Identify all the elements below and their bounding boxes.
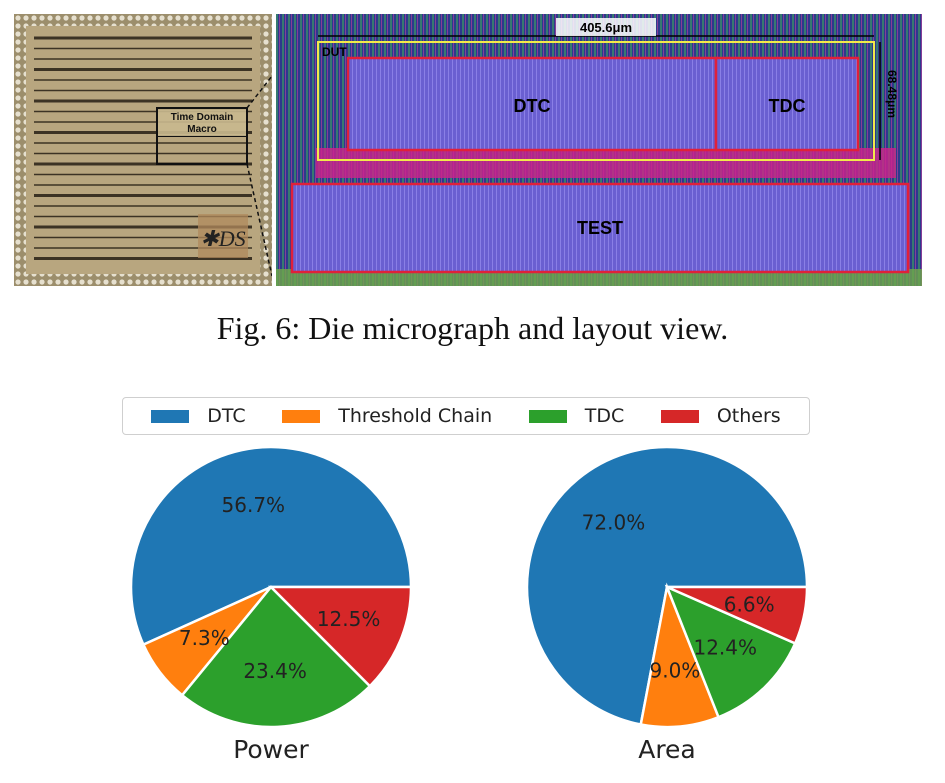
lab-logo: ✱DS [198,214,248,258]
macro-label-line2: Macro [187,124,216,135]
tdc-block-label: TDC [769,96,806,116]
legend-entry: TDC [528,405,625,427]
dtc-block-label: DTC [514,96,551,116]
pie-value-label: 6.6% [724,592,775,616]
die-micrograph: Time Domain Macro ✱DS [14,14,272,286]
svg-text:✱DS: ✱DS [200,226,245,251]
pie-slice-tdc [180,585,372,729]
macro-label-line1: Time Domain [171,112,234,123]
pie-slice-others [666,585,809,646]
pie-value-label: 7.3% [179,626,230,650]
legend-swatch-dtc [151,409,190,423]
power-pie-chart: 56.7% 7.3% 23.4% 12.5% Power [129,445,413,764]
legend-entry: Threshold Chain [282,405,492,427]
legend-label: TDC [584,405,625,427]
chart-legend: DTC Threshold Chain TDC Others [122,397,810,435]
legend-label: Threshold Chain [338,405,493,427]
pie-value-label: 56.7% [222,493,286,517]
tdc-block [714,56,860,152]
pie-value-label: 12.5% [317,607,381,631]
pie-value-label: 12.4% [693,636,757,660]
width-label: 405.6μm [580,20,632,35]
legend-label: DTC [207,405,246,427]
pie-slice-threshold-chain [639,582,721,729]
height-label: 68.48μm [885,70,899,118]
dut-label: DUT [322,45,347,59]
pie-charts: 56.7% 7.3% 23.4% 12.5% Power 72.0% 9.0%12.4% 6… [129,445,809,764]
pie-slice-tdc [664,584,797,719]
legend-label: Others [716,405,781,427]
legend-swatch-threshold-chain [282,409,321,423]
pie-value-label: 72.0% [582,510,646,534]
pie-title: Power [233,735,309,764]
legend-entry: DTC [151,405,246,427]
legend-swatch-tdc [528,409,567,423]
pie-slice-others [267,585,413,688]
pie-value-label: 23.4% [243,659,307,683]
layout-view: DUT 405.6μm 68.48μm DTC TDC TEST [276,14,922,286]
dut-boundary [317,41,875,161]
legend-entry: Others [660,405,781,427]
pie-value-label: 9.0% [649,659,700,683]
test-block-label: TEST [577,218,623,238]
pie-slice-dtc [129,445,413,647]
dtc-block [346,56,718,152]
area-pie-chart: 72.0% 9.0%12.4% 6.6% Area [525,445,809,764]
pie-title: Area [638,735,696,764]
test-block [290,182,910,274]
figure-caption: Fig. 6: Die micrograph and layout view. [216,310,729,346]
legend-swatch-others [660,409,699,423]
